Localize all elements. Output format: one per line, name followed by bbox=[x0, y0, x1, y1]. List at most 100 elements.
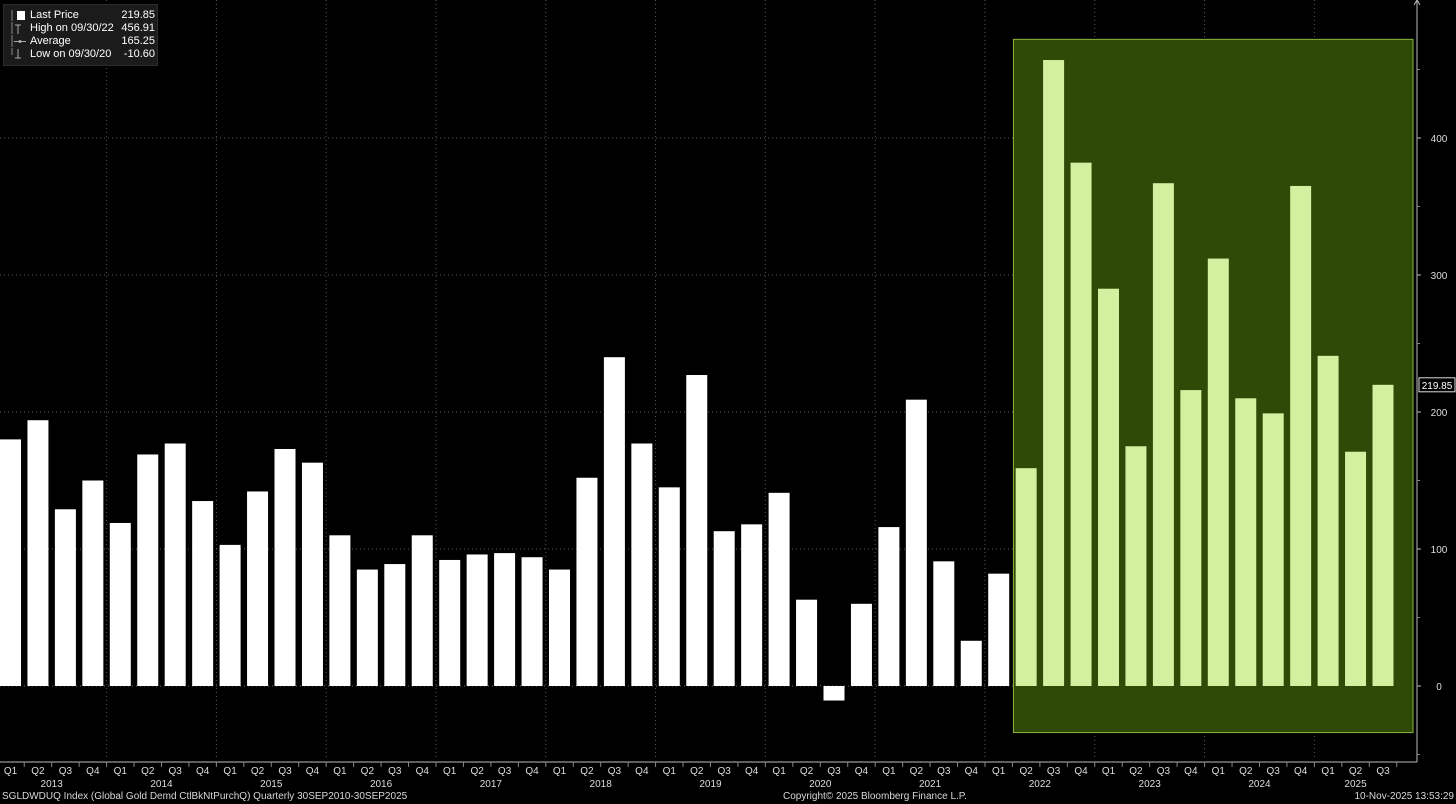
legend-average-value: 165.25 bbox=[121, 35, 155, 47]
x-year-label: 2024 bbox=[1248, 779, 1271, 790]
x-tick-label: Q2 bbox=[1019, 766, 1033, 777]
x-tick-label: Q3 bbox=[1047, 766, 1061, 777]
legend-low-icon bbox=[11, 48, 21, 59]
bar bbox=[439, 559, 461, 686]
bar bbox=[1290, 185, 1312, 686]
bar bbox=[878, 527, 900, 686]
x-tick-label: Q2 bbox=[1239, 766, 1253, 777]
bar bbox=[247, 491, 269, 686]
x-year-label: 2018 bbox=[590, 779, 613, 790]
last-value-tag bbox=[1418, 377, 1456, 393]
x-tick-label: Q4 bbox=[635, 766, 649, 777]
x-tick-label: Q1 bbox=[553, 766, 567, 777]
x-tick-label: Q3 bbox=[1376, 766, 1390, 777]
x-tick-label: Q1 bbox=[882, 766, 896, 777]
x-tick-label: Q4 bbox=[745, 766, 759, 777]
x-tick-label: Q2 bbox=[470, 766, 484, 777]
bar bbox=[27, 420, 49, 686]
y-axis-arrow bbox=[1413, 0, 1421, 6]
bar bbox=[54, 509, 76, 686]
bar bbox=[356, 569, 378, 686]
bar bbox=[713, 531, 735, 686]
bar bbox=[905, 399, 927, 686]
x-tick-label: Q4 bbox=[1074, 766, 1088, 777]
bar bbox=[768, 492, 790, 686]
x-year-label: 2014 bbox=[150, 779, 173, 790]
bar bbox=[960, 640, 982, 686]
bar bbox=[82, 480, 104, 686]
bar bbox=[411, 535, 433, 686]
x-tick-label: Q3 bbox=[718, 766, 732, 777]
legend-low-label: Low on 09/30/20 bbox=[30, 48, 112, 60]
x-tick-label: Q4 bbox=[525, 766, 539, 777]
x-tick-label: Q1 bbox=[443, 766, 457, 777]
bar bbox=[1098, 288, 1119, 686]
x-tick-label: Q4 bbox=[965, 766, 979, 777]
x-tick-label: Q1 bbox=[1212, 766, 1226, 777]
bar bbox=[274, 448, 296, 686]
x-year-label: 2023 bbox=[1139, 779, 1162, 790]
footer-security-description: SGLDWDUQ Index (Global Gold Demd CtlBkNt… bbox=[2, 791, 408, 802]
bar bbox=[1043, 60, 1065, 686]
x-tick-label: Q2 bbox=[1129, 766, 1143, 777]
bar bbox=[1345, 451, 1367, 686]
x-tick-label: Q1 bbox=[992, 766, 1006, 777]
x-tick-label: Q3 bbox=[608, 766, 622, 777]
legend-high-value: 456.91 bbox=[121, 22, 155, 34]
x-tick-label: Q4 bbox=[1294, 766, 1308, 777]
bar bbox=[1372, 384, 1394, 686]
bar bbox=[603, 357, 625, 686]
x-year-label: 2019 bbox=[699, 779, 722, 790]
bar bbox=[850, 603, 872, 686]
x-tick-label: Q2 bbox=[800, 766, 814, 777]
x-tick-label: Q4 bbox=[306, 766, 320, 777]
x-year-label: 2013 bbox=[41, 779, 64, 790]
x-tick-label: Q2 bbox=[1349, 766, 1363, 777]
x-tick-label: Q4 bbox=[1184, 766, 1198, 777]
x-tick-label: Q3 bbox=[169, 766, 183, 777]
x-tick-label: Q3 bbox=[388, 766, 402, 777]
bar bbox=[1180, 390, 1202, 686]
x-tick-label: Q3 bbox=[498, 766, 512, 777]
bar bbox=[988, 573, 1010, 686]
bar bbox=[796, 599, 818, 686]
x-tick-label: Q4 bbox=[86, 766, 100, 777]
x-tick-label: Q3 bbox=[59, 766, 73, 777]
legend-average-label: Average bbox=[30, 35, 71, 47]
y-tick-label: 300 bbox=[1431, 271, 1448, 282]
x-tick-label: Q3 bbox=[1267, 766, 1281, 777]
bar bbox=[823, 686, 845, 701]
x-year-label: 2022 bbox=[1029, 779, 1052, 790]
x-tick-label: Q1 bbox=[772, 766, 786, 777]
x-year-label: 2025 bbox=[1344, 779, 1367, 790]
x-tick-label: Q1 bbox=[4, 766, 18, 777]
y-tick-label: 0 bbox=[1436, 682, 1442, 693]
x-year-label: 2016 bbox=[370, 779, 393, 790]
bar bbox=[1125, 446, 1147, 686]
x-tick-label: Q2 bbox=[690, 766, 704, 777]
x-year-label: 2015 bbox=[260, 779, 283, 790]
bar bbox=[301, 462, 323, 686]
x-tick-label: Q1 bbox=[663, 766, 677, 777]
legend-last-label: Last Price bbox=[30, 9, 79, 21]
legend-low-value: -10.60 bbox=[123, 48, 155, 60]
bar bbox=[192, 501, 214, 686]
legend-bar-icon bbox=[11, 10, 25, 21]
bar bbox=[1152, 183, 1174, 686]
x-tick-label: Q3 bbox=[827, 766, 841, 777]
last-value-label: 219.85 bbox=[1422, 381, 1453, 392]
bar bbox=[521, 557, 543, 686]
bar bbox=[219, 544, 241, 686]
y-tick-label: 400 bbox=[1431, 134, 1448, 145]
x-tick-label: Q3 bbox=[1157, 766, 1171, 777]
bar bbox=[1070, 162, 1092, 686]
bar bbox=[658, 487, 680, 686]
bar bbox=[384, 564, 406, 686]
bar bbox=[1207, 258, 1229, 686]
x-year-label: 2020 bbox=[809, 779, 832, 790]
bar bbox=[466, 554, 488, 686]
x-tick-label: Q2 bbox=[251, 766, 265, 777]
x-tick-label: Q2 bbox=[361, 766, 375, 777]
bar bbox=[494, 553, 516, 686]
